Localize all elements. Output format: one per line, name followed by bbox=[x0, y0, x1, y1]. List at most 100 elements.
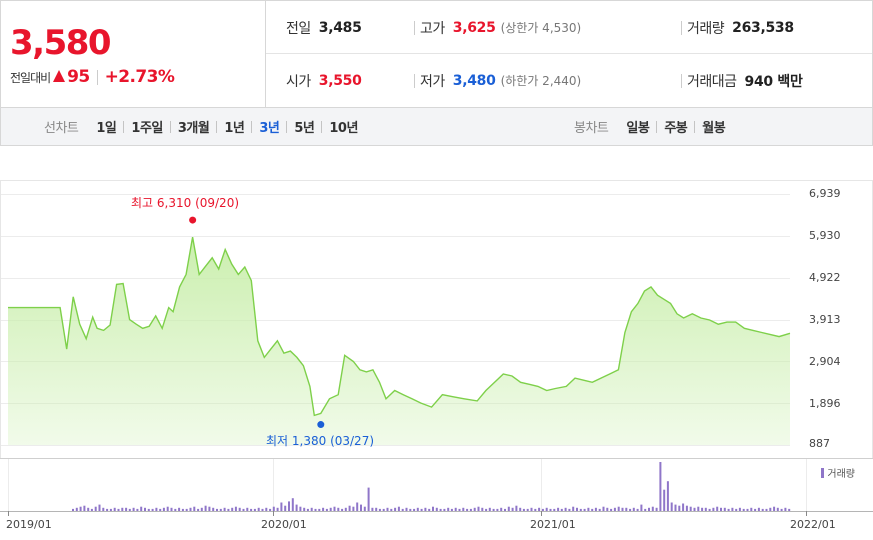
volume-bar bbox=[375, 507, 378, 511]
period-5y[interactable]: 5년 bbox=[294, 121, 315, 136]
volume-bar bbox=[98, 504, 101, 511]
volume-bar bbox=[344, 507, 347, 511]
period-3m[interactable]: 3개월 bbox=[177, 121, 210, 136]
y-tick-label: 2,904 bbox=[809, 355, 841, 368]
change-label: 전일대비 bbox=[10, 70, 51, 85]
divider bbox=[251, 120, 253, 133]
price-stats: 전일 3,485 고가 3,625 (상한가 4,530) 거래량 263,53… bbox=[266, 1, 872, 107]
volume-bar bbox=[636, 508, 639, 511]
volume-bar bbox=[757, 507, 760, 511]
volume-bar bbox=[530, 507, 533, 511]
volume-bar bbox=[602, 506, 605, 511]
volume-bar bbox=[401, 508, 404, 511]
price-change: 전일대비 95 +2.73% bbox=[10, 67, 175, 87]
divider bbox=[694, 120, 696, 133]
divider bbox=[216, 120, 218, 133]
volume-bar bbox=[678, 505, 681, 511]
volume-bar bbox=[534, 508, 537, 511]
volume-bar bbox=[79, 506, 82, 511]
volume-bar bbox=[640, 504, 643, 511]
volume-bar bbox=[337, 507, 340, 511]
x-tick-label: 2021/01 bbox=[530, 518, 576, 531]
volume-bar bbox=[174, 508, 177, 511]
volume-bar bbox=[178, 507, 181, 511]
volume-bar bbox=[75, 507, 78, 511]
volume-bar bbox=[488, 507, 491, 511]
volume-bar bbox=[132, 507, 135, 511]
volume-bar bbox=[617, 506, 620, 511]
volume-bar bbox=[223, 507, 226, 511]
period-monthly[interactable]: 월봉 bbox=[702, 121, 726, 136]
high-label: 고가 bbox=[420, 20, 445, 37]
stats-row-1: 전일 3,485 고가 3,625 (상한가 4,530) 거래량 263,53… bbox=[266, 1, 872, 54]
volume-bar bbox=[750, 507, 753, 511]
volume-bar bbox=[708, 508, 711, 511]
high-annotation: 최고 6,310 (09/20) bbox=[131, 196, 240, 210]
period-10y[interactable]: 10년 bbox=[329, 121, 358, 136]
price-line bbox=[8, 236, 791, 417]
volume-bar bbox=[151, 508, 154, 511]
volume-bar bbox=[371, 507, 374, 511]
volume-bar bbox=[125, 507, 128, 511]
volume-bar bbox=[659, 462, 662, 511]
volume-bar bbox=[704, 507, 707, 511]
volume-bar bbox=[128, 508, 131, 511]
change-amount: 95 bbox=[67, 67, 90, 87]
period-3y[interactable]: 3년 bbox=[259, 121, 280, 136]
period-1w[interactable]: 1주일 bbox=[131, 121, 163, 136]
volume-bar bbox=[238, 507, 241, 511]
volume-bar bbox=[473, 507, 476, 511]
stats-row-2: 시가 3,550 저가 3,480 (하한가 2,440) 거래대금 940 백… bbox=[266, 54, 872, 107]
volume-bar bbox=[87, 507, 90, 511]
y-tick-label: 6,939 bbox=[809, 187, 841, 200]
volume-bar bbox=[507, 506, 510, 511]
volume-bar bbox=[159, 508, 162, 511]
volume-bar bbox=[663, 489, 666, 511]
line-chart-title: 선차트 bbox=[44, 121, 79, 136]
volume-bar bbox=[280, 502, 283, 511]
x-tick-label: 2022/01 bbox=[790, 518, 836, 531]
volume-bar bbox=[576, 507, 578, 511]
volume-bar bbox=[227, 508, 230, 511]
volume-bar bbox=[780, 508, 783, 511]
volume-bar bbox=[257, 507, 260, 511]
volume-bar bbox=[610, 508, 613, 511]
volume-bar bbox=[515, 505, 518, 511]
low-label: 저가 bbox=[420, 73, 445, 90]
period-daily[interactable]: 일봉 bbox=[626, 121, 650, 136]
low-marker bbox=[317, 421, 325, 429]
current-price: 3,580 bbox=[10, 23, 112, 63]
volume-bar bbox=[553, 508, 556, 511]
volume-bar bbox=[727, 508, 730, 511]
volume-bar bbox=[121, 507, 124, 511]
volume-bar bbox=[435, 507, 438, 511]
volume-bar bbox=[166, 506, 169, 511]
chart-type-toolbar: 선차트 1일 1주일 3개월 1년 3년 5년 10년 봉차트 일봉 주봉 월봉 bbox=[0, 108, 873, 146]
volume-bar bbox=[746, 508, 749, 511]
period-1y[interactable]: 1년 bbox=[224, 121, 245, 136]
volume-legend: 거래량 bbox=[821, 465, 855, 480]
volume-bar bbox=[318, 508, 321, 511]
volume-bar bbox=[367, 487, 370, 511]
volume-bar bbox=[594, 507, 597, 511]
volume-bar bbox=[651, 506, 654, 511]
volume-bar bbox=[526, 508, 529, 511]
volume-bar bbox=[477, 506, 480, 511]
volume-bar bbox=[428, 508, 431, 511]
volume-bar bbox=[261, 508, 264, 511]
period-weekly[interactable]: 주봉 bbox=[664, 121, 688, 136]
period-1d[interactable]: 1일 bbox=[96, 121, 117, 136]
y-tick-label: 4,922 bbox=[809, 271, 841, 284]
volume-bar bbox=[454, 507, 457, 511]
divider bbox=[123, 120, 125, 133]
y-tick-label: 887 bbox=[809, 437, 830, 450]
volume-bar bbox=[716, 506, 719, 511]
volume-bar bbox=[776, 507, 779, 511]
volume-bar bbox=[784, 507, 787, 511]
volume-bar bbox=[560, 508, 563, 511]
low-annotation: 최저 1,380 (03/27) bbox=[266, 434, 375, 448]
volume-bar bbox=[253, 508, 256, 511]
volume-bar bbox=[386, 507, 389, 511]
volume-bar bbox=[655, 507, 658, 511]
volume-value: 263,538 bbox=[732, 19, 794, 36]
